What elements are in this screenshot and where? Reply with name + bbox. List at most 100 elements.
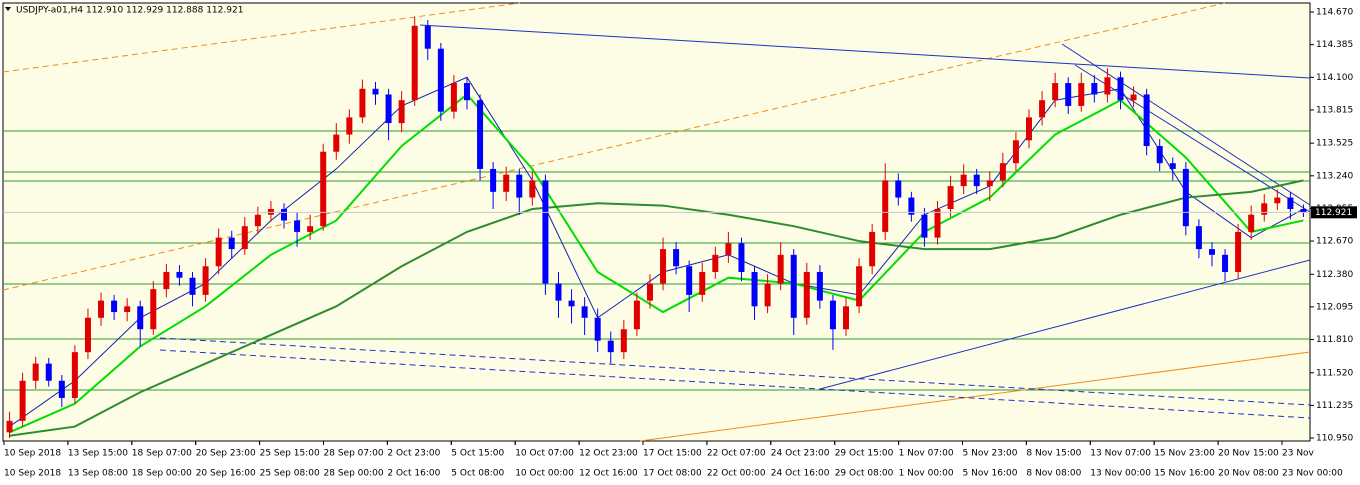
x-tick-label: 1 Nov 07:00 — [899, 449, 954, 459]
candle-body — [529, 180, 536, 198]
candle-body — [921, 214, 928, 238]
x-tick-label: 29 Oct 15:00 — [835, 449, 894, 459]
candle-body — [307, 226, 314, 232]
x-tick-label: 13 Sep 15:00 — [68, 449, 128, 459]
candle-body — [1274, 197, 1281, 204]
candle-body — [947, 186, 954, 210]
x-tick-label: 12 Oct 23:00 — [579, 449, 638, 459]
candle-body — [228, 237, 235, 250]
candle-body — [908, 197, 915, 215]
candle-body — [1182, 168, 1189, 227]
x-tick-label: 2 Oct 23:00 — [387, 449, 440, 459]
candle-body — [856, 266, 863, 307]
plot-area — [2, 2, 1311, 442]
candle-body — [424, 25, 431, 49]
candle-body — [281, 209, 288, 221]
x-tick-label: 24 Oct 16:00 — [771, 469, 830, 479]
candle-body — [84, 317, 91, 353]
candle-body — [673, 249, 680, 267]
x-tick-label: 25 Sep 08:00 — [260, 469, 320, 479]
candle-body — [437, 48, 444, 112]
x-tick-label: 28 Sep 00:00 — [324, 469, 384, 479]
y-tick-label: 113.240 — [1316, 171, 1353, 181]
candle-body — [124, 306, 131, 313]
candle-body — [45, 363, 52, 381]
x-tick-label: 1 Nov 00:00 — [899, 469, 954, 479]
x-tick-label: 5 Nov 16:00 — [963, 469, 1018, 479]
candle-body — [215, 237, 222, 267]
candle-body — [1130, 94, 1137, 101]
menu-arrow[interactable] — [5, 7, 11, 11]
x-tick-label: 18 Sep 00:00 — [132, 469, 192, 479]
candle-body — [111, 300, 118, 313]
candle-body — [359, 88, 366, 118]
x-tick-label: 22 Oct 00:00 — [707, 469, 766, 479]
trend-line — [639, 351, 1311, 442]
candle-body — [1287, 197, 1294, 210]
x-tick-label: 18 Sep 07:00 — [132, 449, 192, 459]
x-tick-label: 8 Nov 08:00 — [1026, 469, 1081, 479]
trend-line — [819, 259, 1311, 390]
candle-body — [503, 174, 510, 192]
candle-body — [999, 163, 1006, 181]
candle-body — [1091, 83, 1098, 95]
x-tick-label: 20 Sep 23:00 — [196, 449, 256, 459]
x-tick-label: 5 Oct 08:00 — [451, 469, 504, 479]
candle-body — [6, 420, 13, 433]
x-tick-label: 10 Sep 2018 — [4, 449, 61, 459]
x-tick-label: 5 Oct 15:00 — [451, 449, 504, 459]
candle-body — [1300, 209, 1307, 213]
y-tick-label: 114.385 — [1316, 40, 1353, 50]
candle-body — [490, 168, 497, 192]
candle-body — [176, 271, 183, 278]
candle-body — [1208, 249, 1215, 255]
candle-body — [829, 300, 836, 330]
trend-line — [159, 337, 1311, 406]
x-tick-label: 15 Nov 16:00 — [1154, 469, 1215, 479]
moving-average — [9, 179, 1304, 437]
candle-body — [1156, 146, 1163, 164]
candle-body — [71, 352, 78, 398]
y-tick-label: 111.520 — [1316, 368, 1353, 378]
last-price-box — [1311, 206, 1357, 219]
candle-body — [555, 283, 562, 301]
candle-body — [1012, 140, 1019, 164]
x-tick-label: 2 Oct 16:00 — [387, 469, 440, 479]
candle-body — [1261, 203, 1268, 215]
candle-body — [150, 289, 157, 330]
candle-body — [1104, 77, 1111, 95]
candle-body — [895, 180, 902, 198]
x-tick-label: 24 Oct 23:00 — [771, 449, 830, 459]
candle-body — [137, 306, 144, 330]
y-tick-label: 112.670 — [1316, 237, 1353, 247]
candle-body — [594, 317, 601, 341]
candle-body — [1025, 117, 1032, 141]
x-tick-label: 17 Oct 08:00 — [643, 469, 702, 479]
candle-body — [320, 151, 327, 227]
candle-body — [777, 254, 784, 284]
candle-body — [98, 300, 105, 318]
moving-average — [9, 93, 1304, 434]
candle-body — [1169, 163, 1176, 169]
candle-body — [869, 231, 876, 267]
trend-line — [159, 349, 1311, 419]
x-tick-label: 10 Oct 07:00 — [515, 449, 574, 459]
candle-body — [581, 306, 588, 318]
candle-body — [32, 363, 39, 381]
candle-body — [1222, 254, 1229, 272]
candle-body — [790, 254, 797, 318]
x-tick-label: 15 Nov 23:00 — [1154, 449, 1215, 459]
x-tick-label: 20 Nov 15:00 — [1218, 449, 1279, 459]
y-tick-label: 111.235 — [1316, 401, 1353, 411]
candle-body — [1143, 94, 1150, 147]
candle-body — [346, 117, 353, 135]
chart-title: USDJPY-a01,H4 112.910 112.929 112.888 11… — [16, 6, 243, 16]
candle-body — [19, 380, 26, 421]
y-tick-label: 114.100 — [1316, 73, 1353, 83]
candle-body — [189, 277, 196, 295]
candle-body — [58, 380, 65, 398]
x-tick-label: 20 Sep 16:00 — [196, 469, 256, 479]
x-tick-label: 29 Oct 08:00 — [835, 469, 894, 479]
